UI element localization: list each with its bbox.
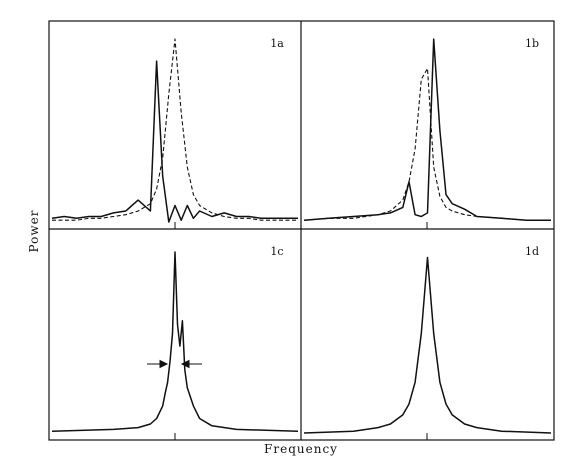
- y-axis-label: Power: [27, 210, 41, 253]
- panel-1c: 1c: [51, 245, 299, 440]
- right-arrow-head: [180, 359, 190, 369]
- plot-area-1b: [303, 38, 551, 221]
- panel-label-1a: 1a: [270, 37, 284, 50]
- panel-frame: [48, 20, 555, 441]
- series-line-1b-solid: [303, 38, 551, 221]
- panel-label-1c: 1c: [270, 245, 283, 258]
- series-line-1b-dashed: [303, 67, 551, 221]
- plot-area-1d: [303, 256, 552, 434]
- panel-1d: 1d: [303, 245, 552, 440]
- linewidth-arrows: [147, 359, 202, 369]
- series-line-1d-solid: [303, 256, 552, 434]
- plot-area-1a: [51, 38, 298, 223]
- panel-label-1d: 1d: [525, 245, 539, 258]
- panel-1a: 1a: [51, 37, 298, 229]
- x-axis-label: Frequency: [264, 442, 338, 456]
- plot-area-1c: [51, 251, 299, 432]
- panel-label-1b: 1b: [525, 37, 539, 50]
- panel-1b: 1b: [303, 37, 551, 229]
- series-line-1a-solid: [51, 60, 298, 223]
- series-line-1c-solid: [51, 251, 299, 432]
- left-arrow-head: [159, 359, 169, 369]
- series-line-1a-dashed: [52, 38, 298, 221]
